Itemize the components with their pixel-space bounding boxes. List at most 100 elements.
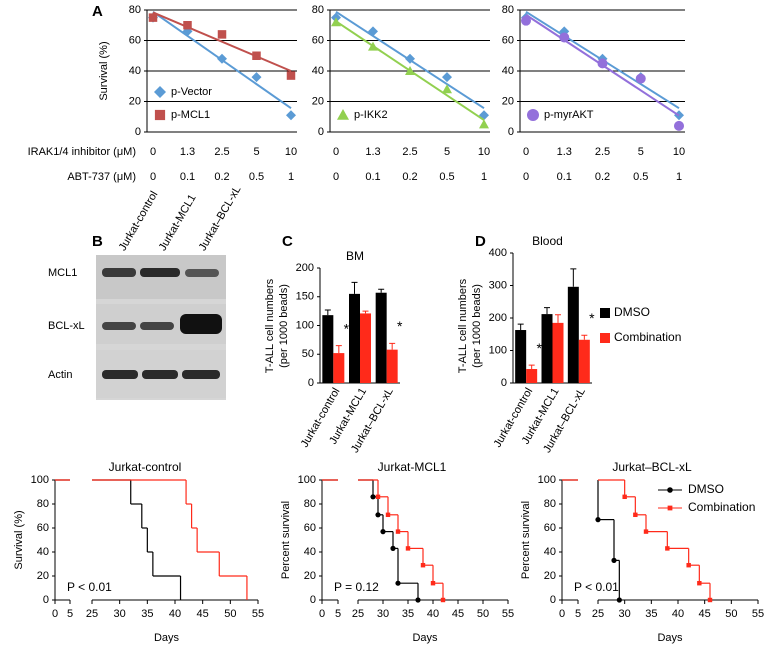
marker	[395, 529, 401, 534]
x-tick-label: 0.2	[402, 171, 417, 183]
y-tick-label: 20	[544, 570, 556, 582]
marker	[430, 580, 436, 586]
marker	[440, 597, 446, 603]
x-tick-label: 0	[333, 146, 339, 158]
marker	[154, 109, 166, 121]
y-axis-label: (per 1000 beads)	[471, 284, 483, 368]
x-tick-label: 0.2	[214, 171, 229, 183]
y-tick-label: 20	[312, 95, 324, 107]
y-tick-label: 80	[312, 4, 324, 16]
marker	[667, 505, 673, 511]
chart-title: Blood	[532, 234, 563, 248]
legend-label: p-Vector	[171, 86, 212, 98]
y-tick-label: 60	[544, 522, 556, 534]
x-tick-label: 45	[452, 608, 464, 620]
row-label: MCL1	[48, 267, 77, 279]
marker	[368, 41, 378, 51]
legend-label: Combination	[614, 330, 681, 344]
bar	[515, 330, 527, 383]
marker	[559, 32, 570, 43]
y-axis-label: Percent survival	[280, 501, 292, 579]
y-axis-label: T-ALL cell numbers	[457, 278, 469, 373]
x-tick-label: 5	[638, 146, 644, 158]
x-tick-label: 0.2	[595, 171, 610, 183]
y-tick-label: 60	[502, 34, 514, 46]
chart-title: Jurkat-MCL1	[378, 460, 447, 474]
x-tick-label: 25	[352, 608, 364, 620]
legend-label: DMSO	[614, 305, 650, 319]
band	[140, 322, 174, 330]
x-tick-label: 40	[427, 608, 439, 620]
y-axis-label: T-ALL cell numbers	[264, 278, 276, 373]
marker	[251, 72, 262, 83]
band	[102, 322, 136, 330]
band	[140, 268, 180, 277]
marker	[479, 119, 489, 129]
x-tick-label: 0.1	[557, 171, 572, 183]
y-tick-label: 40	[502, 65, 514, 77]
x-tick-label: 55	[502, 608, 514, 620]
marker	[368, 26, 378, 37]
marker	[420, 562, 426, 568]
x-tick-label: 0	[523, 171, 529, 183]
marker	[183, 21, 192, 30]
y-tick-label: 0	[501, 377, 507, 389]
error-bar	[389, 342, 396, 350]
x-tick-label: 0	[333, 171, 339, 183]
band	[102, 370, 138, 379]
band	[102, 268, 136, 277]
marker	[217, 30, 227, 39]
error-bar	[570, 268, 577, 287]
y-tick-label: 60	[37, 522, 49, 534]
y-tick-label: 100	[298, 474, 316, 486]
y-tick-label: 20	[129, 95, 141, 107]
x-tick-label: 5	[444, 146, 450, 158]
x-tick-label: 0	[52, 608, 58, 620]
marker	[595, 517, 601, 523]
y-axis-label: Survival (%)	[98, 41, 110, 100]
marker	[405, 546, 411, 551]
x-tick-label: 35	[645, 608, 657, 620]
row-label: BCL-xL	[48, 320, 85, 332]
x-tick-label: 30	[619, 608, 631, 620]
x-axis-label: Days	[657, 632, 683, 644]
marker	[415, 597, 421, 603]
marker	[370, 494, 376, 500]
y-tick-label: 100	[489, 344, 507, 356]
x-tick-label: 0	[559, 608, 565, 620]
marker	[286, 110, 296, 121]
y-tick-label: 0	[508, 126, 514, 138]
marker	[217, 53, 227, 64]
x-tick-label: 0	[150, 171, 156, 183]
x-tick-label: 35	[402, 608, 414, 620]
marker	[633, 512, 638, 518]
legend-label: Combination	[688, 500, 755, 514]
x-tick-label: 1.3	[365, 146, 380, 158]
y-tick-label: 400	[489, 247, 507, 259]
y-tick-label: 40	[37, 546, 49, 558]
bar	[567, 286, 579, 383]
marker	[395, 580, 401, 586]
marker	[337, 109, 349, 120]
x-tick-label: 2.5	[402, 146, 417, 158]
bar	[578, 339, 590, 383]
error-bar	[378, 288, 385, 293]
y-tick-label: 20	[37, 570, 49, 582]
marker	[597, 58, 608, 69]
bar	[552, 322, 564, 383]
x-axis-label: Days	[154, 632, 180, 644]
marker	[643, 529, 649, 534]
error-bar	[351, 281, 358, 294]
annotation: P = 0.12	[334, 580, 379, 594]
marker	[611, 557, 617, 564]
y-tick-label: 200	[296, 262, 314, 274]
legend-swatch	[600, 333, 610, 343]
marker	[442, 84, 452, 94]
y-tick-label: 150	[296, 291, 314, 303]
marker	[405, 66, 415, 75]
y-tick-label: 80	[37, 498, 49, 510]
chart-title: Jurkat-control	[109, 460, 182, 474]
x-tick-label: 25	[592, 608, 604, 620]
y-tick-label: 0	[308, 377, 314, 389]
